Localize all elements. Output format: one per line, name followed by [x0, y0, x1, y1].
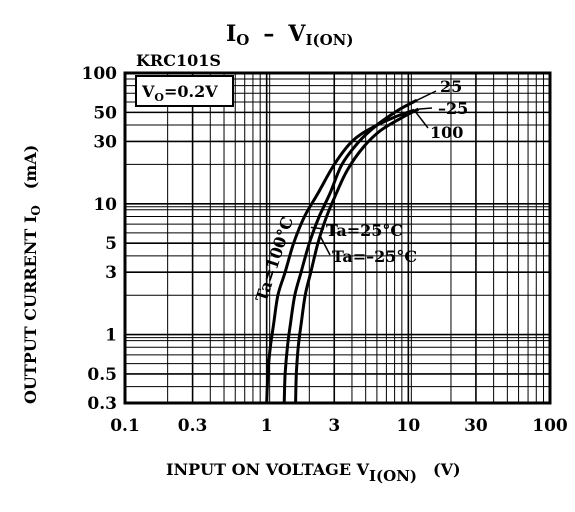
y-tick-label: 0.3: [87, 394, 117, 414]
x-tick-label: 0.1: [110, 416, 140, 436]
x-axis-label-text: INPUT ON VOLTAGE V: [166, 460, 370, 479]
x-tick-label: 100: [532, 416, 568, 436]
y-tick-label: 0.5: [87, 365, 117, 385]
title-subscript: O: [236, 31, 249, 49]
y-tick-label: 100: [82, 64, 118, 84]
y-tick-label: 5: [105, 234, 117, 254]
end-label-100: 100: [430, 123, 463, 142]
callout-line-ta-neg25: [319, 236, 331, 256]
y-tick-label: 1: [105, 326, 117, 346]
curve-ta-100: [265, 108, 415, 404]
grid-lines: [125, 73, 550, 404]
callout-line-end-neg25: [418, 107, 433, 110]
x-tick-label: 0.3: [178, 416, 208, 436]
condition-box: [135, 75, 234, 107]
x-axis-label-subscript: I(ON): [369, 467, 417, 485]
end-label-25: 25: [440, 77, 462, 96]
condition-symbol: V: [141, 82, 155, 101]
x-tick-label: 10: [396, 416, 420, 436]
x-tick-label: 30: [464, 416, 488, 436]
curve-ta-25: [282, 98, 418, 404]
end-label-neg25: –25: [438, 99, 468, 118]
device-label: KRC101S: [136, 51, 221, 70]
title-separator: –: [263, 21, 274, 47]
y-tick-label: 30: [93, 132, 117, 152]
title-text: I: [226, 21, 236, 47]
x-tick-label: 3: [328, 416, 340, 436]
y-axis-label-text: OUTPUT CURRENT I: [21, 216, 40, 404]
x-axis-label: INPUT ON VOLTAGE VI(ON) (V): [166, 460, 461, 485]
title-right-text: V: [287, 21, 306, 47]
y-tick-label: 50: [93, 103, 117, 123]
chart-title: IO – VI(ON): [226, 21, 353, 49]
condition-text: VO=0.2V: [141, 82, 218, 104]
x-tick-label: 1: [261, 416, 273, 436]
x-axis-label-unit: (V): [433, 460, 461, 479]
callout-line-ta-25: [310, 226, 325, 230]
y-axis-label-subscript: O: [29, 205, 43, 215]
callout-line-end-100: [413, 109, 429, 129]
series-label-ta-neg25: Ta=–25°C: [332, 247, 417, 266]
y-axis-label-unit: (mA): [21, 145, 40, 189]
condition-subscript: O: [154, 91, 164, 104]
plot-frame: [123, 71, 552, 405]
condition-value: =0.2V: [164, 82, 218, 101]
y-tick-label: 3: [105, 263, 117, 283]
y-axis-label: OUTPUT CURRENT IO (mA): [21, 145, 43, 404]
y-tick-label: 10: [93, 195, 117, 215]
series-label-ta-25: Ta=25°C: [326, 221, 403, 240]
callout-line-end-25: [414, 90, 437, 102]
title-right-subscript: I(ON): [305, 31, 353, 49]
